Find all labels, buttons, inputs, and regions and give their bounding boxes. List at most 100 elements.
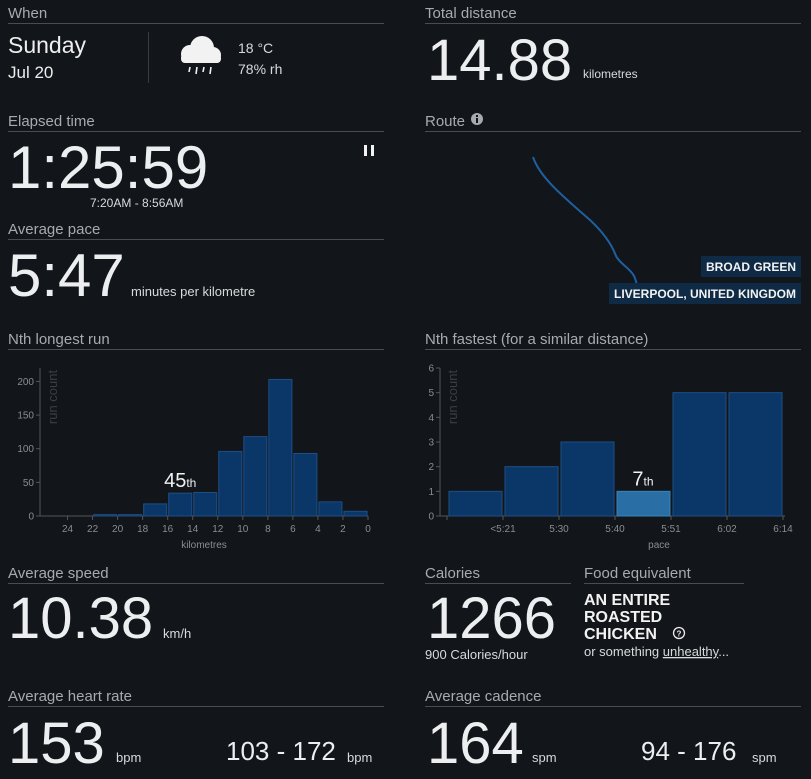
rate: 900	[425, 647, 447, 662]
bar	[560, 441, 615, 517]
day: Sunday	[8, 32, 87, 58]
x-tick-label: 6:02	[717, 524, 737, 535]
x-tick-label: <5:21	[490, 524, 516, 535]
bar	[448, 490, 503, 517]
y-tick-label: 3	[428, 438, 434, 449]
x-axis-label: kilometres	[181, 540, 227, 551]
y-axis-label: run count	[445, 370, 460, 425]
y-tick-label: 150	[17, 411, 34, 422]
y-tick-label: 200	[17, 377, 34, 388]
x-tick-label: 6:14	[773, 524, 793, 535]
header: Route	[425, 113, 465, 130]
x-tick-label: 12	[212, 524, 224, 535]
food-line: CHICKEN	[584, 626, 657, 643]
note-suffix: ...	[718, 644, 729, 659]
bar	[293, 452, 318, 517]
bar	[504, 466, 559, 517]
bar	[118, 514, 143, 517]
x-tick-label: 24	[62, 524, 74, 535]
pause-icon[interactable]	[364, 145, 374, 156]
y-tick-label: 2	[428, 462, 434, 473]
x-tick-label: 14	[187, 524, 199, 535]
rate-unit: Calories/hour	[450, 647, 528, 662]
x-tick-label: 0	[365, 524, 371, 535]
food-note: or something unhealthy...	[584, 644, 729, 659]
bar	[672, 392, 727, 517]
y-tick-label: 0	[28, 512, 34, 523]
rank: 7	[632, 468, 643, 490]
speed-value: 10.38	[8, 586, 153, 651]
header: Average heart rate	[8, 688, 132, 705]
x-tick-label: 2	[340, 524, 346, 535]
place-box	[609, 283, 801, 304]
bar	[193, 491, 218, 517]
header: Average speed	[8, 565, 109, 582]
bar	[318, 501, 343, 517]
heart-value: 153	[8, 711, 105, 776]
bar	[268, 378, 293, 517]
fastest-chart: 0 1 2 3 4 5 6 run count <5:21 5:30 5:40 5:51 6:02 6:1…	[428, 364, 793, 552]
rank: 45	[164, 470, 186, 492]
x-tick-label: 10	[237, 524, 249, 535]
y-tick-label: 6	[428, 364, 434, 375]
pace-unit: minutes per kilometre	[131, 284, 255, 299]
elapsed-value: 1:25:59	[8, 134, 208, 201]
x-tick-label: 18	[137, 524, 149, 535]
note-link[interactable]: unhealthy	[663, 644, 720, 659]
x-tick-label: 20	[112, 524, 124, 535]
info-icon[interactable]	[471, 113, 483, 125]
place-box	[701, 256, 801, 277]
cadence-range: 94 - 176	[641, 736, 736, 766]
place-label: BROAD GREEN	[706, 260, 796, 274]
place-label: LIVERPOOL, UNITED KINGDOM	[614, 287, 796, 301]
calorie-rate: 900 Calories/hour	[425, 647, 528, 662]
bar	[243, 436, 268, 517]
food-line: AN ENTIRE	[584, 592, 671, 609]
distance-unit: kilometres	[583, 67, 638, 81]
rank-suffix: th	[186, 476, 196, 490]
bar	[343, 510, 368, 517]
food-line: ROASTED	[584, 609, 662, 626]
y-tick-label: 4	[428, 413, 434, 424]
heart-range: 103 - 172	[226, 736, 336, 766]
x-tick-label: 4	[315, 524, 321, 535]
x-tick-label: 5:30	[549, 524, 569, 535]
cadence-value: 164	[427, 711, 524, 776]
x-tick-label: 6	[290, 524, 296, 535]
bar	[616, 490, 671, 517]
header: Average cadence	[425, 688, 541, 705]
svg-text:?: ?	[677, 630, 682, 639]
bar	[218, 450, 243, 517]
header: Average pace	[8, 221, 100, 238]
heart-range-unit: bpm	[347, 750, 372, 765]
header: Food equivalent	[584, 565, 692, 582]
route-line	[532, 156, 639, 292]
y-tick-label: 100	[17, 444, 34, 455]
y-axis-label: run count	[45, 370, 60, 425]
header: When	[8, 5, 47, 22]
header: Nth longest run	[8, 331, 110, 348]
cadence-range-unit: spm	[752, 750, 777, 765]
date: Jul 20	[8, 63, 53, 82]
distance-value: 14.88	[427, 28, 572, 93]
pace-value: 5:47	[8, 242, 125, 309]
time-range: 7:20AM - 8:56AM	[90, 196, 183, 210]
y-tick-label: 1	[428, 487, 434, 498]
y-tick-label: 5	[428, 388, 434, 399]
speed-unit: km/h	[163, 626, 191, 641]
help-icon[interactable]: ?	[672, 626, 686, 640]
x-tick-label: 16	[162, 524, 174, 535]
x-tick-label: 5:51	[661, 524, 681, 535]
cadence-unit: spm	[532, 750, 557, 765]
y-tick-label: 50	[23, 478, 35, 489]
weather-icon	[181, 36, 221, 75]
x-axis-label: pace	[648, 540, 670, 551]
bar	[168, 492, 193, 517]
x-tick-label: 22	[87, 524, 99, 535]
bar	[93, 514, 118, 517]
humidity: 78% rh	[238, 61, 282, 77]
calories-value: 1266	[427, 586, 556, 651]
heart-unit: bpm	[116, 750, 141, 765]
note-prefix: or something	[584, 644, 659, 659]
